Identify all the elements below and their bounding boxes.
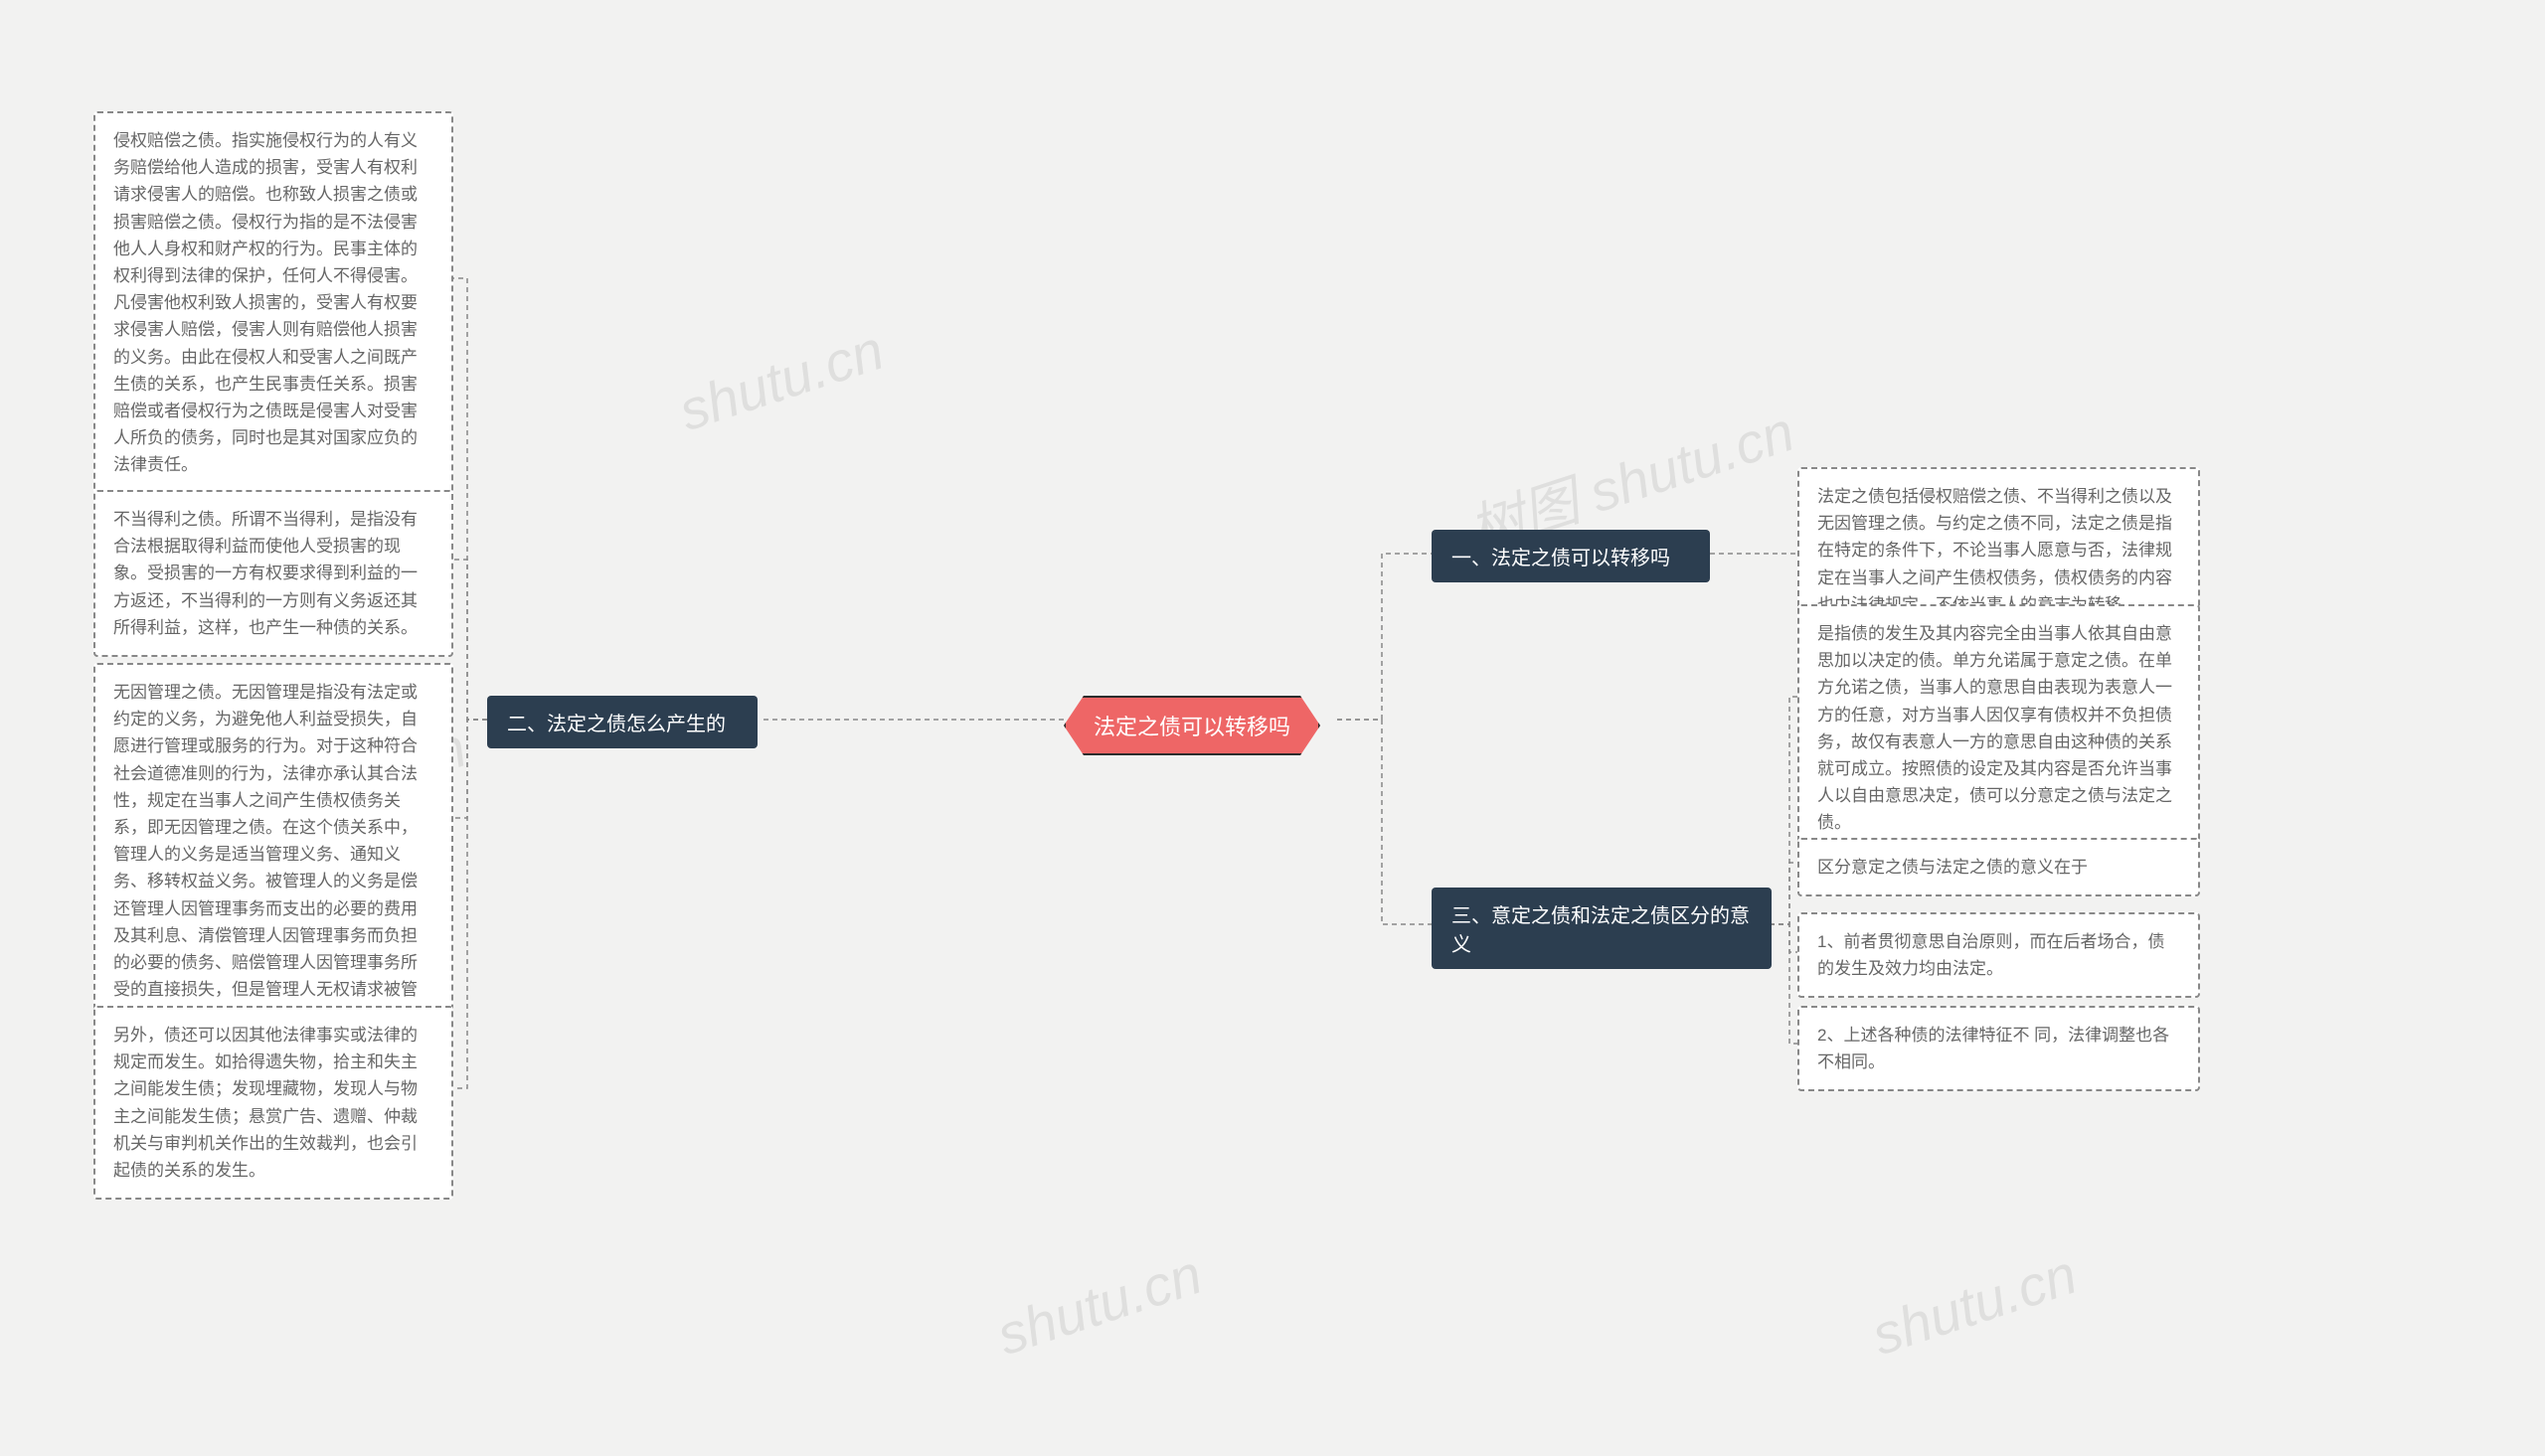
branch-node-3: 三、意定之债和法定之债区分的意义 [1432, 888, 1772, 969]
leaf-node: 1、前者贯彻意思自治原则，而在后者场合，债的发生及效力均由法定。 [1797, 912, 2200, 998]
leaf-node: 另外，债还可以因其他法律事实或法律的规定而发生。如拾得遗失物，拾主和失主之间能发… [93, 1006, 453, 1200]
watermark: shutu.cn [671, 317, 891, 443]
leaf-node: 不当得利之债。所谓不当得利，是指没有合法根据取得利益而使他人受损害的现象。受损害… [93, 490, 453, 657]
leaf-node: 2、上述各种债的法律特征不 同，法律调整也各不相同。 [1797, 1006, 2200, 1091]
branch-node-1: 一、法定之债可以转移吗 [1432, 530, 1710, 582]
leaf-node: 区分意定之债与法定之债的意义在于 [1797, 838, 2200, 896]
center-node: 法定之债可以转移吗 [1064, 696, 1320, 755]
leaf-node: 是指债的发生及其内容完全由当事人依其自由意思加以决定的债。单方允诺属于意定之债。… [1797, 604, 2200, 853]
watermark: shutu.cn [1864, 1241, 2084, 1368]
watermark: shutu.cn [989, 1241, 1209, 1368]
branch-node-2: 二、法定之债怎么产生的 [487, 696, 758, 748]
leaf-node: 侵权赔偿之债。指实施侵权行为的人有义务赔偿给他人造成的损害，受害人有权利请求侵害… [93, 111, 453, 494]
